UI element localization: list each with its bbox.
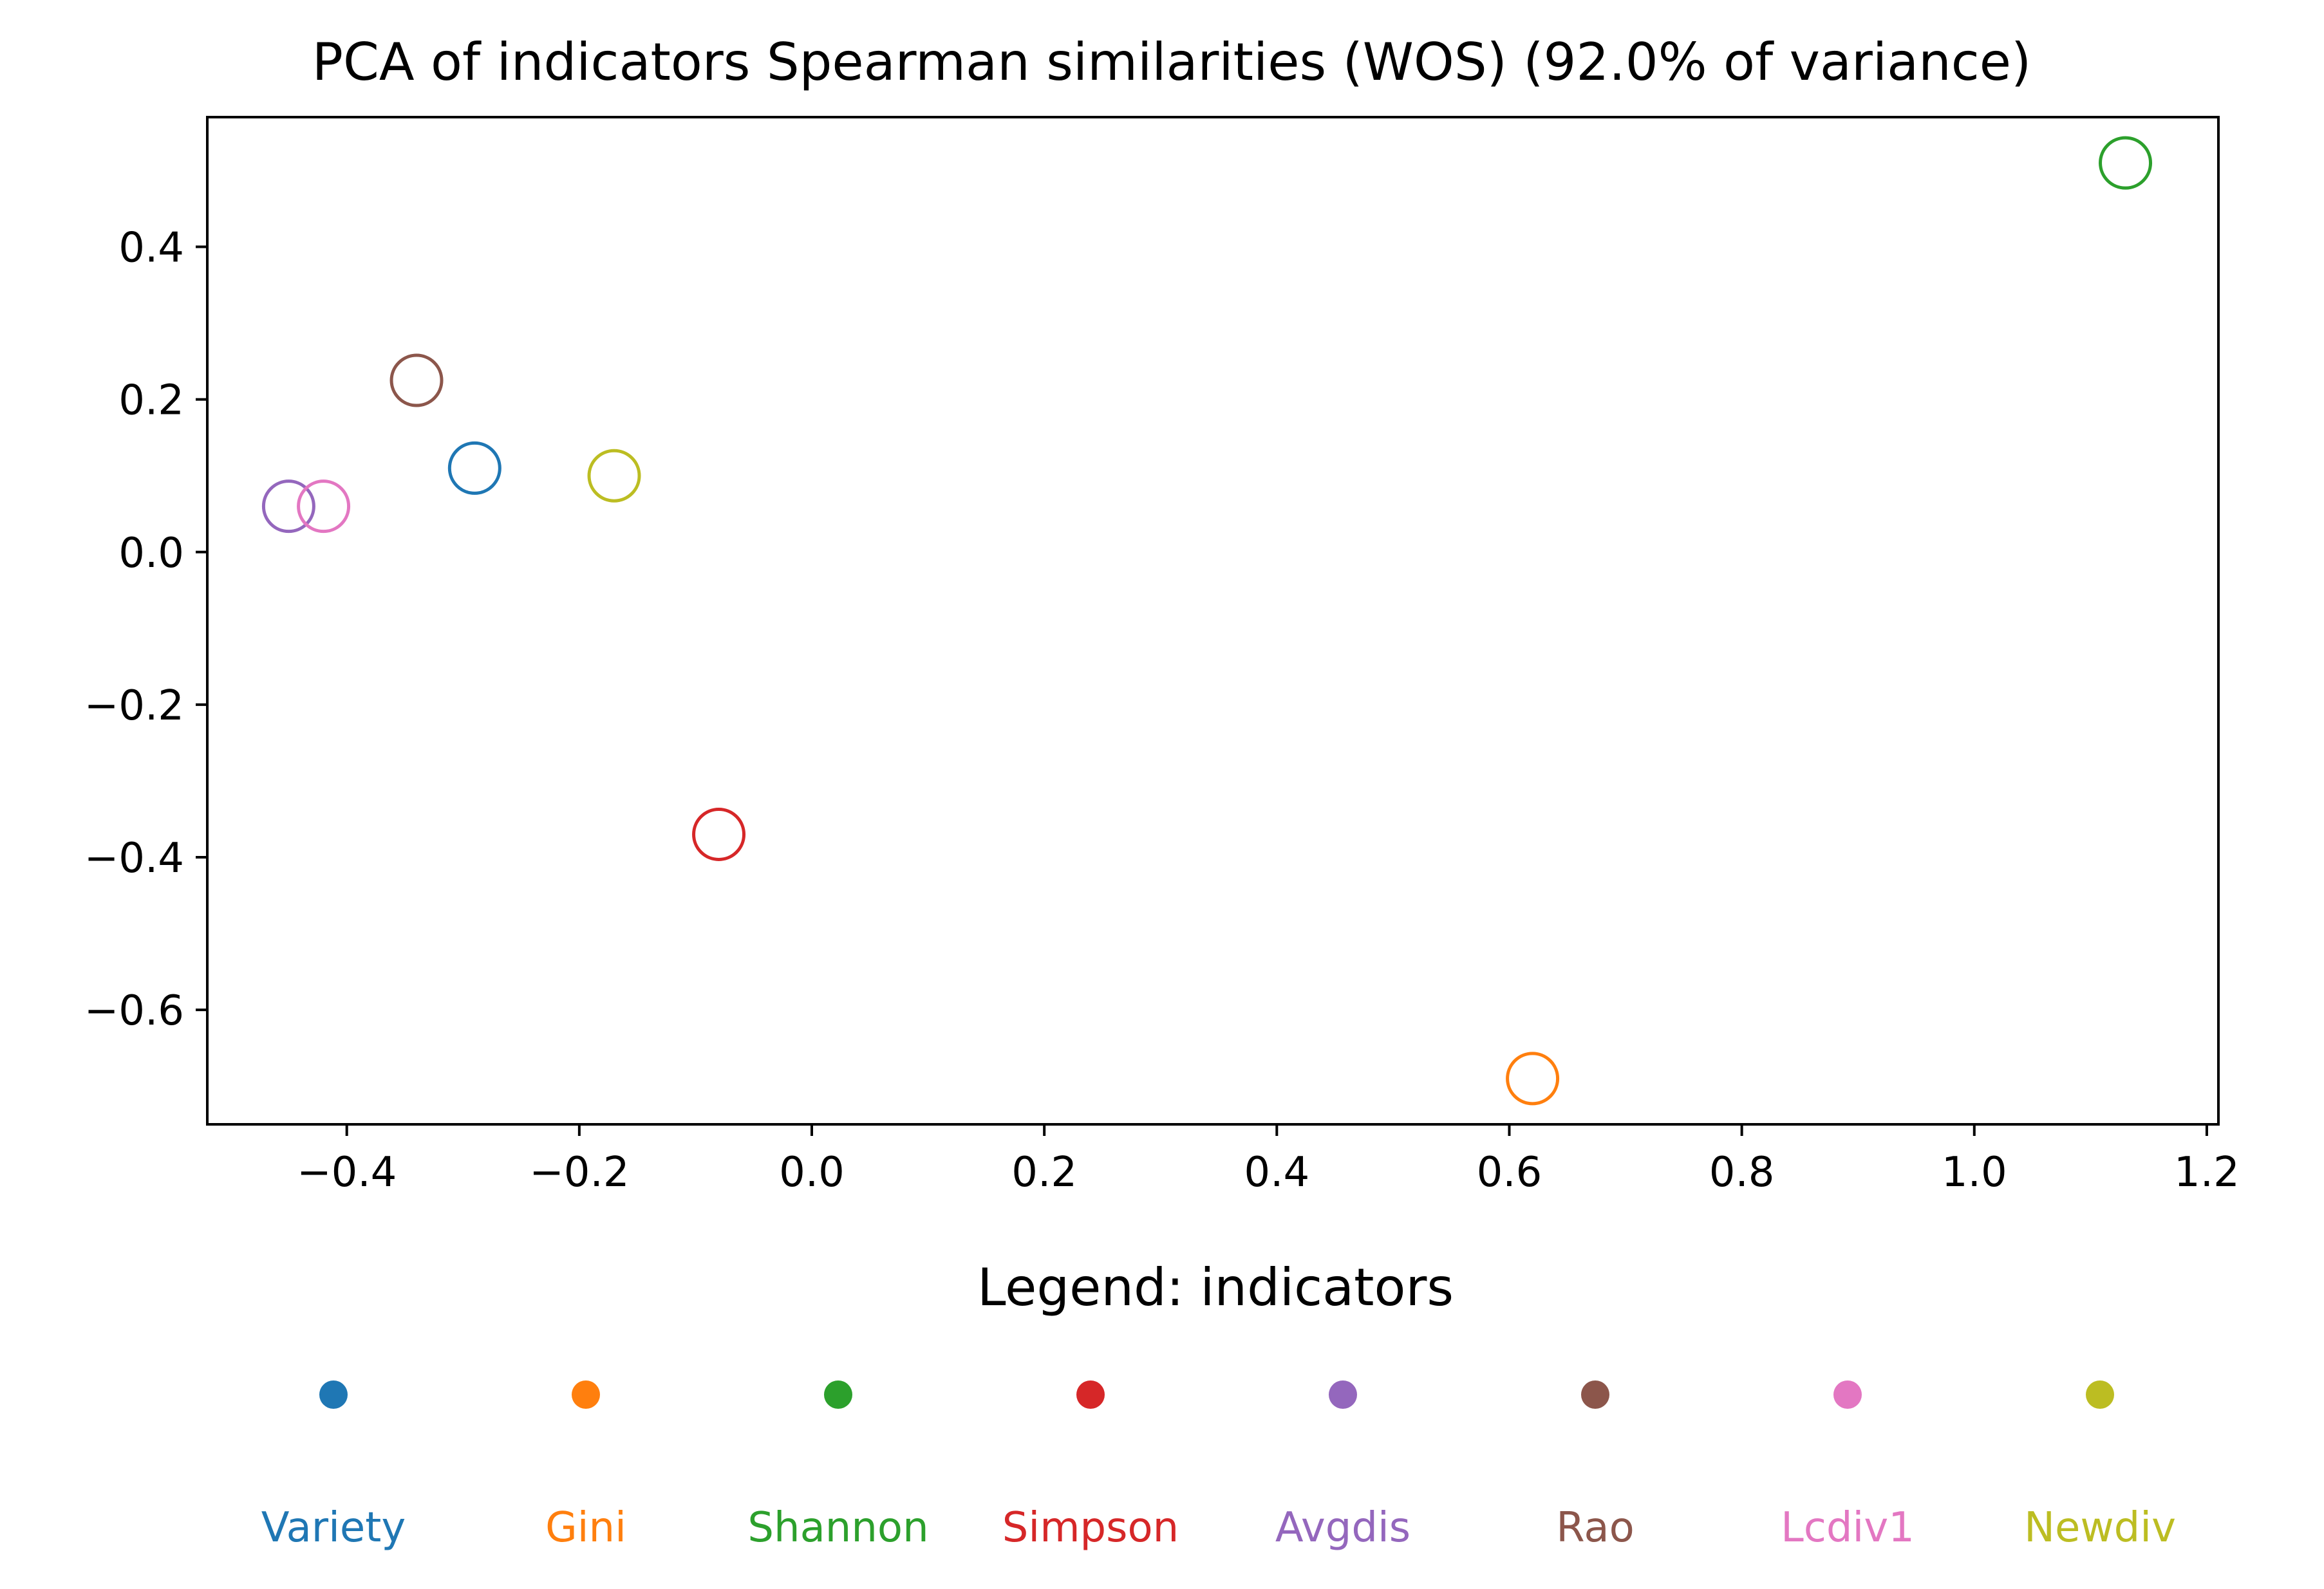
y-tick-label: 0.4 [118, 225, 184, 272]
legend-label-gini: Gini [545, 1504, 626, 1552]
point-rao [389, 353, 444, 407]
x-tick-label: 0.4 [1244, 1149, 1309, 1196]
x-tick-label: 1.2 [2174, 1149, 2240, 1196]
legend-label-newdiv: Newdiv [2024, 1504, 2176, 1552]
legend-marker-shannon [824, 1380, 852, 1409]
data-points [261, 136, 2153, 1106]
x-tick-label: 0.6 [1477, 1149, 1542, 1196]
y-tick-label: 0.2 [118, 377, 184, 425]
x-tick-label: −0.4 [297, 1149, 397, 1196]
y-tick-label: −0.6 [84, 987, 184, 1035]
y-tick-label: −0.4 [84, 835, 184, 882]
y-tick-label: −0.2 [84, 682, 184, 730]
legend-label-simpson: Simpson [1002, 1504, 1179, 1552]
legend-marker-lcdiv1 [1833, 1380, 1862, 1409]
y-tick-label: 0.0 [118, 530, 184, 577]
legend-marker-gini [572, 1380, 600, 1409]
legend-label-rao: Rao [1556, 1504, 1634, 1552]
point-shannon [2099, 136, 2153, 190]
legend-label-variety: Variety [261, 1504, 406, 1552]
legend-marker-rao [1581, 1380, 1609, 1409]
point-lcdiv1 [297, 479, 351, 534]
x-axis-ticks: −0.4 −0.2 0.0 0.2 0.4 0.6 0.8 1.0 1.2 [297, 1124, 2240, 1196]
point-gini [1506, 1052, 1560, 1106]
legend: Variety Gini Shannon Simpson Avgdis Rao Lcdiv1… [261, 1380, 2176, 1552]
chart-title: PCA of indicators Spearman similarities … [312, 32, 2031, 92]
legend-label-shannon: Shannon [747, 1504, 928, 1552]
x-tick-label: 1.0 [1942, 1149, 2007, 1196]
legend-title: Legend: indicators [977, 1258, 1454, 1317]
legend-marker-simpson [1076, 1380, 1105, 1409]
legend-marker-newdiv [2086, 1380, 2114, 1409]
x-tick-label: 0.0 [779, 1149, 845, 1196]
plot-area-frame [206, 116, 2220, 1126]
x-tick-label: −0.2 [529, 1149, 629, 1196]
x-tick-label: 0.8 [1709, 1149, 1775, 1196]
legend-marker-avgdis [1329, 1380, 1357, 1409]
y-axis-ticks: 0.4 0.2 0.0 −0.2 −0.4 −0.6 [84, 225, 207, 1035]
legend-marker-variety [319, 1380, 348, 1409]
point-simpson [692, 807, 746, 861]
legend-label-avgdis: Avgdis [1275, 1504, 1410, 1552]
x-tick-label: 0.2 [1011, 1149, 1077, 1196]
point-variety [447, 441, 501, 495]
point-newdiv [587, 449, 641, 503]
legend-label-lcdiv1: Lcdiv1 [1781, 1504, 1915, 1552]
point-avgdis [261, 479, 315, 534]
